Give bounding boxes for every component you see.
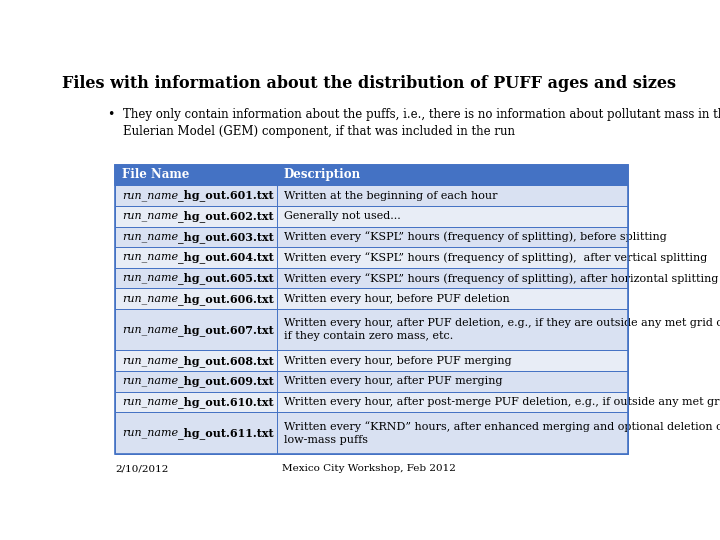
Text: _hg_out.603.txt: _hg_out.603.txt (178, 231, 274, 243)
Bar (115, 392, 629, 412)
Text: run_name: run_name (122, 428, 178, 438)
Bar (115, 350, 629, 371)
Text: Generally not used...: Generally not used... (284, 211, 400, 221)
Text: Written every hour, after PUF merging: Written every hour, after PUF merging (284, 376, 502, 386)
Text: run_name: run_name (122, 273, 178, 283)
Text: _hg_out.606.txt: _hg_out.606.txt (178, 293, 274, 305)
Text: _hg_out.610.txt: _hg_out.610.txt (178, 396, 274, 408)
Text: run_name: run_name (122, 211, 178, 221)
Text: Written every hour, before PUF merging: Written every hour, before PUF merging (284, 356, 511, 366)
Text: •: • (107, 109, 114, 122)
Bar (115, 288, 629, 309)
Bar (115, 268, 629, 288)
Text: run_name: run_name (122, 232, 178, 242)
Text: Written every “KSPL” hours (frequency of splitting), before splitting: Written every “KSPL” hours (frequency of… (284, 232, 666, 242)
Bar (115, 247, 629, 268)
Text: Written every “KSPL” hours (frequency of splitting),  after vertical splitting: Written every “KSPL” hours (frequency of… (284, 252, 707, 263)
Bar (115, 226, 629, 247)
Text: Written every “KSPL” hours (frequency of splitting), after horizontal splitting: Written every “KSPL” hours (frequency of… (284, 273, 718, 284)
Text: Written every “KRND” hours, after enhanced merging and optional deletion of
low-: Written every “KRND” hours, after enhanc… (284, 421, 720, 445)
Text: run_name: run_name (122, 253, 178, 262)
Bar (115, 206, 629, 226)
Text: Written at the beginning of each hour: Written at the beginning of each hour (284, 191, 497, 200)
Text: _hg_out.611.txt: _hg_out.611.txt (178, 427, 274, 439)
Bar (115, 165, 629, 185)
Text: 2/10/2012: 2/10/2012 (115, 464, 168, 473)
Text: File Name: File Name (122, 168, 189, 181)
Text: _hg_out.602.txt: _hg_out.602.txt (178, 210, 274, 222)
Text: run_name: run_name (122, 376, 178, 386)
Text: _hg_out.605.txt: _hg_out.605.txt (178, 272, 274, 284)
Text: Files with information about the distribution of PUFF ages and sizes: Files with information about the distrib… (62, 75, 676, 92)
Text: _hg_out.608.txt: _hg_out.608.txt (178, 355, 274, 367)
Text: run_name: run_name (122, 397, 178, 407)
Text: Written every hour, before PUF deletion: Written every hour, before PUF deletion (284, 294, 509, 304)
Text: _hg_out.604.txt: _hg_out.604.txt (178, 252, 274, 264)
Text: They only contain information about the puffs, i.e., there is no information abo: They only contain information about the … (124, 109, 720, 138)
Text: Mexico City Workshop, Feb 2012: Mexico City Workshop, Feb 2012 (282, 464, 456, 473)
Text: run_name: run_name (122, 356, 178, 366)
Text: _hg_out.609.txt: _hg_out.609.txt (178, 375, 274, 387)
Bar (115, 371, 629, 392)
Text: _hg_out.607.txt: _hg_out.607.txt (178, 324, 274, 336)
Text: Description: Description (284, 168, 361, 181)
Text: _hg_out.601.txt: _hg_out.601.txt (178, 190, 274, 201)
Text: Written every hour, after post-merge PUF deletion, e.g., if outside any met grid: Written every hour, after post-merge PUF… (284, 397, 720, 407)
Text: run_name: run_name (122, 294, 178, 304)
Text: Written every hour, after PUF deletion, e.g., if they are outside any met grid o: Written every hour, after PUF deletion, … (284, 318, 720, 341)
Text: run_name: run_name (122, 191, 178, 200)
Bar (115, 185, 629, 206)
Text: run_name: run_name (122, 325, 178, 335)
